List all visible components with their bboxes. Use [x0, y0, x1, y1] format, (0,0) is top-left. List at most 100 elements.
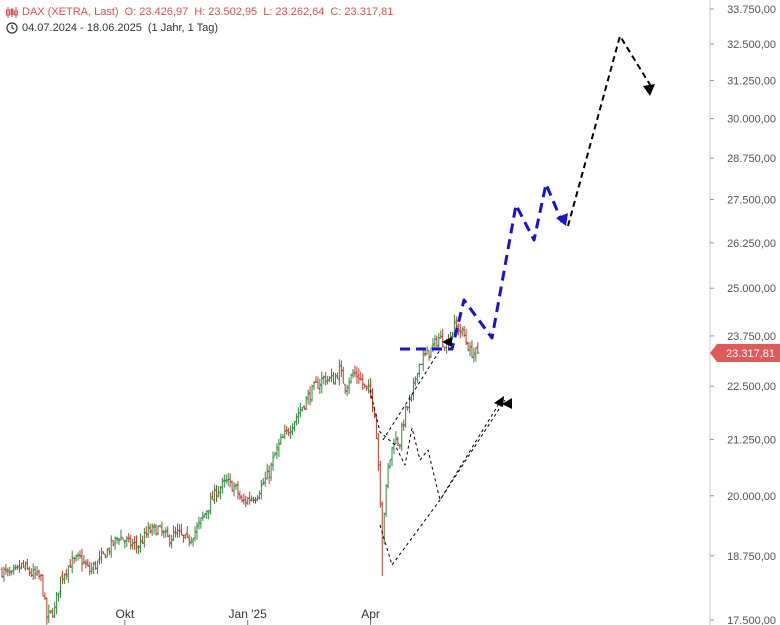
ohlc-bar	[406, 406, 409, 411]
ohlc-bar	[369, 378, 372, 399]
arrow-head	[442, 337, 452, 347]
ohlc-bar	[320, 371, 323, 394]
arrow-head	[643, 84, 655, 96]
projection-path-thin-1	[369, 389, 501, 501]
y-tick-label: 25.000,00	[727, 283, 776, 295]
ohlc-bar	[262, 478, 265, 485]
ohlc-bar	[422, 348, 425, 371]
ohlc-bar	[301, 406, 304, 412]
ohlc-bar	[342, 366, 345, 384]
ohlc-bar	[203, 513, 206, 518]
ohlc-bar	[213, 484, 216, 504]
ohlc-bar	[121, 537, 125, 541]
ohlc-bar	[59, 576, 62, 599]
ohlc-bar	[197, 516, 201, 530]
ohlc-bar	[383, 512, 386, 545]
ohlc-bar	[345, 384, 349, 397]
ohlc-bar	[170, 534, 173, 549]
y-tick-label: 33.750,00	[727, 4, 776, 16]
ohlc-bar	[297, 407, 300, 424]
ohlc-bar	[394, 431, 398, 445]
ohlc-bar	[16, 564, 19, 571]
ohlc-bar	[182, 534, 185, 543]
ohlc-bars	[0, 314, 479, 625]
ohlc-bar	[211, 490, 214, 501]
ohlc-bar	[410, 394, 413, 403]
ohlc-bar	[361, 373, 364, 390]
ohlc-bar	[162, 529, 166, 539]
ohlc-bar	[414, 376, 417, 387]
ohlc-bar	[340, 360, 343, 378]
projection-lines	[369, 35, 655, 566]
ohlc-bar	[464, 328, 468, 345]
arrow-head	[556, 213, 568, 226]
ohlc-bar	[258, 490, 261, 500]
date-range: 04.07.2024 - 18.06.2025	[22, 22, 142, 34]
candlestick-chart-icon	[6, 6, 18, 18]
ohlc-bar	[306, 389, 310, 405]
ohlc-bar	[158, 524, 162, 527]
y-tick-label: 17.500,00	[727, 615, 776, 625]
y-axis: 17.500,00 18.750,00 20.000,00 21.250,00 22.5…	[710, 4, 776, 625]
last-price-marker: 23.317,81	[710, 343, 780, 362]
ohlc-bar	[207, 509, 210, 520]
ohlc-bar	[283, 424, 286, 439]
ohlc-bar	[4, 564, 8, 575]
ohlc-bar	[57, 592, 60, 602]
ohlc-bar	[6, 567, 10, 577]
ohlc-bar	[404, 405, 407, 428]
ohlc-bar	[351, 368, 355, 379]
ohlc-bar	[357, 368, 361, 385]
ohlc-bar	[111, 540, 115, 547]
ohlc-bar	[468, 342, 472, 357]
y-tick-label: 18.750,00	[727, 551, 776, 563]
ohlc-bar	[402, 419, 405, 431]
ohlc-bar	[8, 566, 11, 577]
ohlc-bar	[10, 570, 13, 576]
ohlc-bar	[365, 385, 368, 391]
ohlc-bar	[14, 564, 17, 571]
ohlc-bar	[318, 378, 322, 394]
ohlc-bar	[392, 438, 396, 455]
ohlc-bar	[326, 375, 329, 385]
ohlc-bar	[312, 380, 316, 391]
ohlc-bar	[209, 492, 212, 515]
last-price-badge	[710, 343, 780, 362]
ohlc-bar	[76, 552, 80, 561]
ohlc-bar	[310, 384, 314, 402]
y-tick-label: 21.250,00	[727, 434, 776, 446]
ohlc-bar	[400, 422, 403, 451]
x-axis: Okt Jan '25 Apr	[116, 607, 380, 625]
ohlc-bar	[147, 522, 150, 538]
ohlc-bar	[215, 484, 218, 502]
x-tick-label: Jan '25	[229, 607, 268, 621]
ohlc-bar	[437, 332, 440, 350]
ohlc-bar	[396, 436, 400, 447]
ohlc-bar	[113, 536, 117, 550]
ohlc-bar	[386, 462, 390, 489]
ohlc-bar	[125, 535, 128, 547]
ohlc-bar	[250, 495, 253, 502]
ohlc-bar	[199, 517, 203, 529]
ohlc-bar	[293, 421, 296, 432]
ohlc-bar	[275, 443, 279, 460]
ohlc-bar	[269, 462, 273, 482]
ohlc-bar	[267, 465, 271, 484]
ohlc-bar	[466, 341, 470, 352]
chart-header-period: 04.07.2024 - 18.06.2025 (1 Jahr, 1 Tag)	[6, 22, 224, 34]
x-tick-label: Okt	[116, 607, 135, 621]
ohlc-bar	[139, 533, 142, 553]
ohlc-bar	[322, 375, 325, 385]
ohlc-bar	[281, 433, 284, 438]
ohlc-bar	[180, 523, 183, 536]
ohlc-bar	[225, 474, 228, 484]
ohlc-bar	[441, 328, 444, 348]
ohlc-bar	[96, 560, 99, 575]
ohlc-bar	[135, 535, 138, 554]
ohlc-bar	[375, 413, 378, 440]
high-value: H: 23.502,95	[194, 6, 258, 18]
ohlc-bar	[33, 566, 37, 580]
ohlc-bar	[32, 563, 35, 581]
ohlc-bar	[279, 433, 283, 445]
